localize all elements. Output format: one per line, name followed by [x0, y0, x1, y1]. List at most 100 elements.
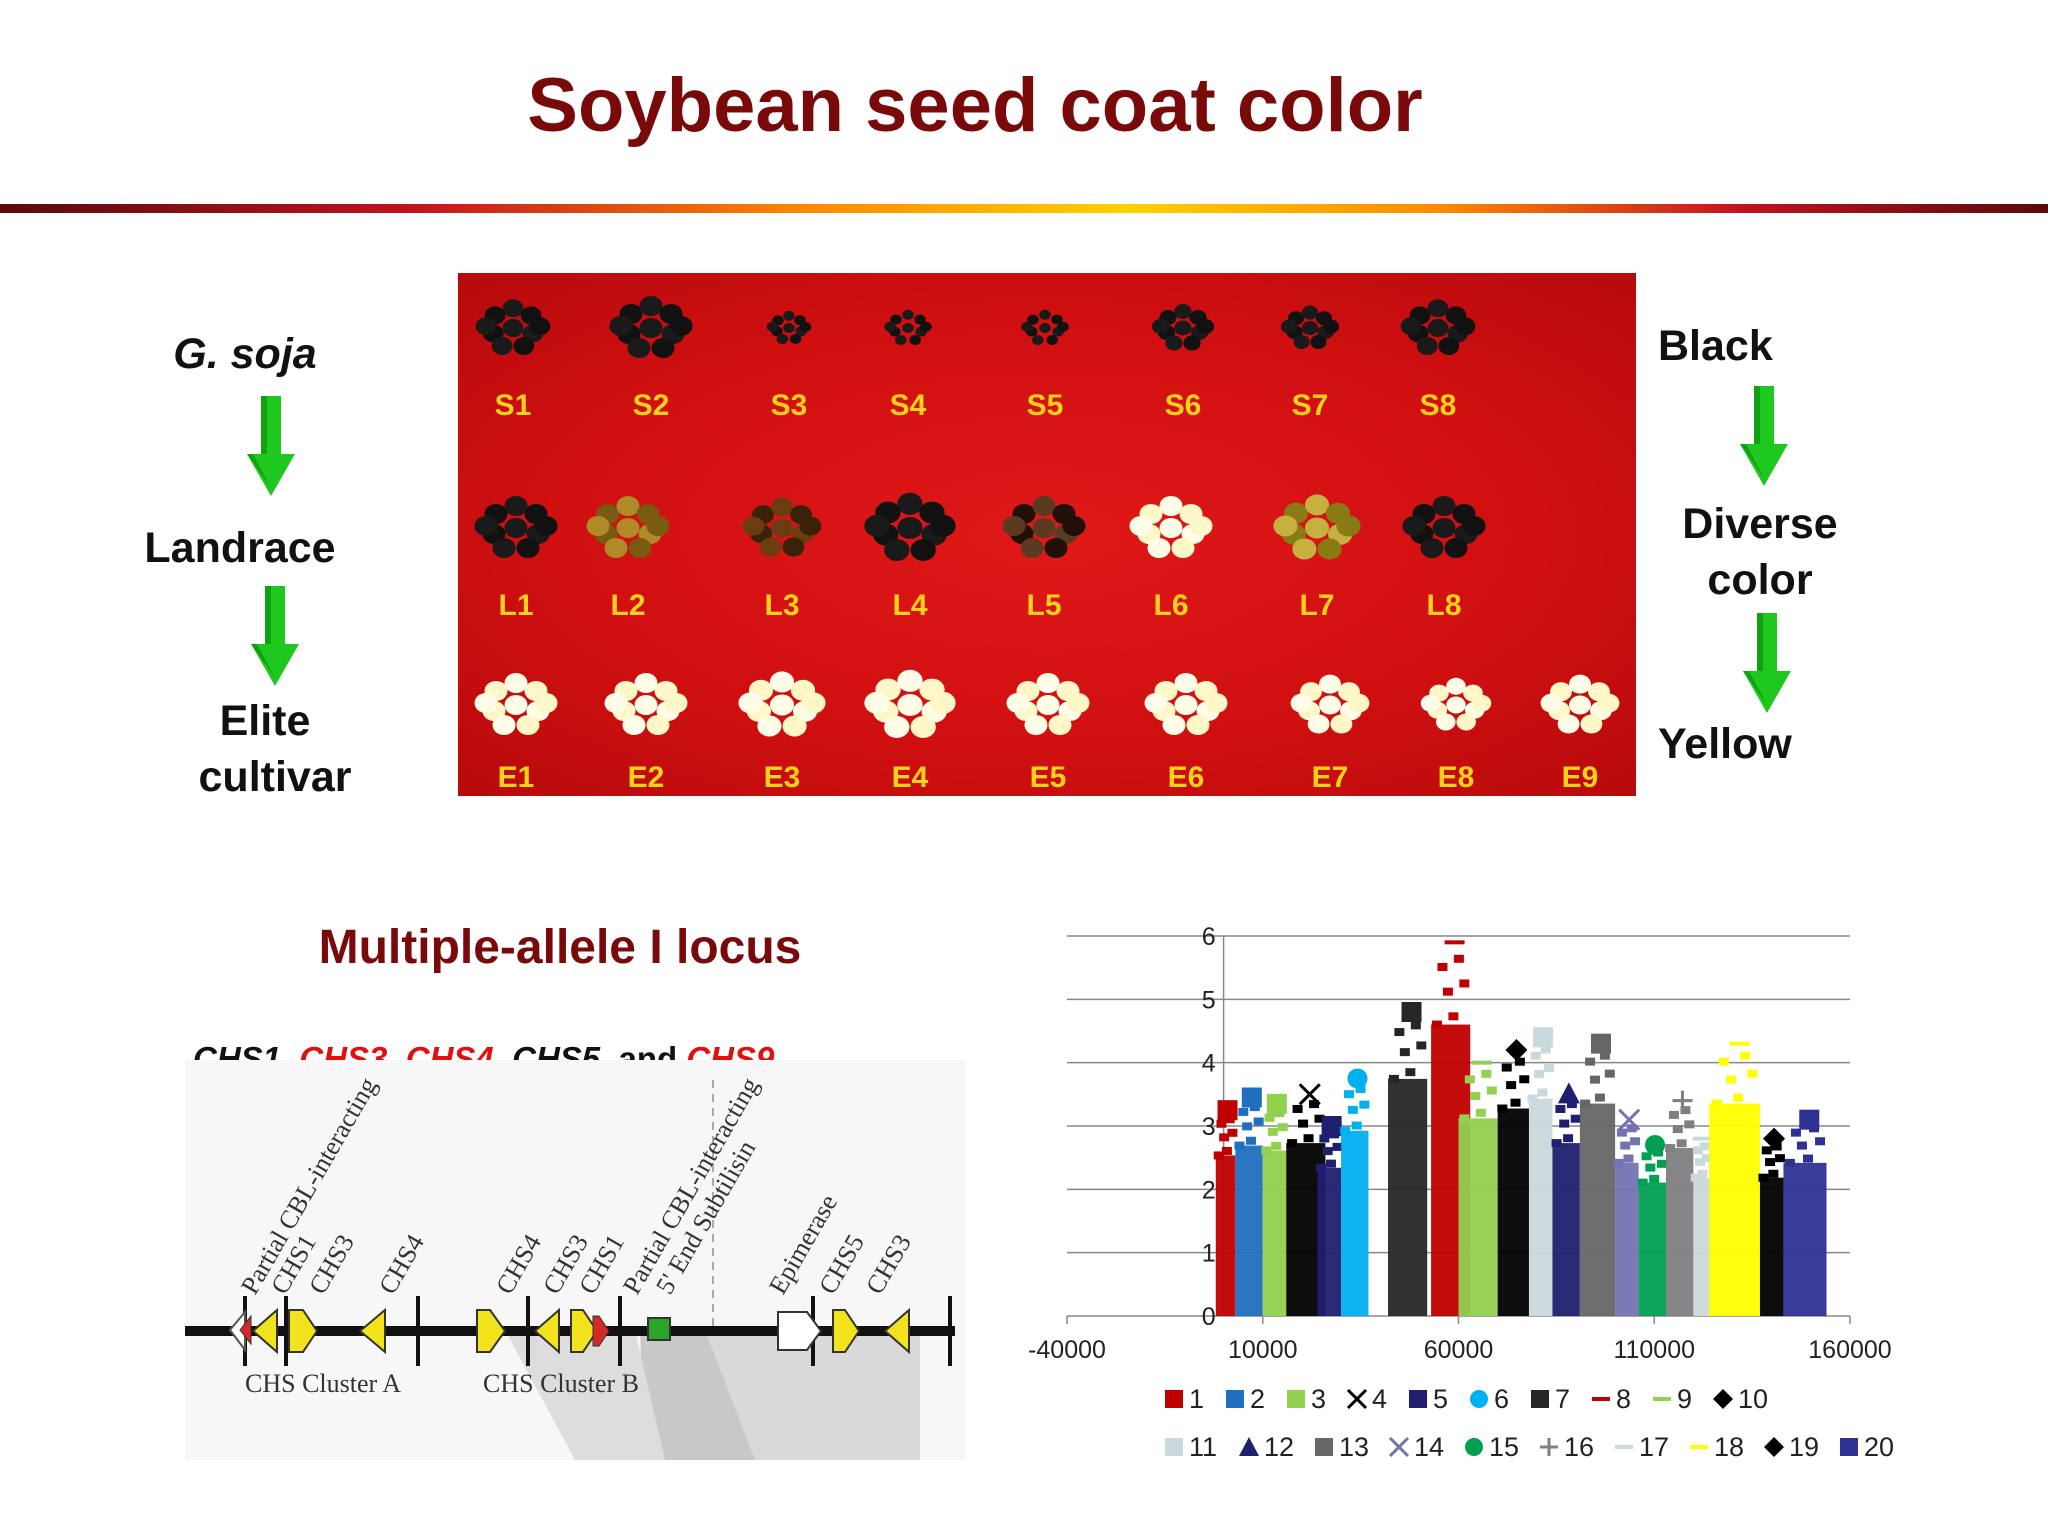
label-landrace: Landrace: [144, 524, 336, 572]
seed-cluster-e5: [1006, 673, 1090, 735]
y-tick-label: 0: [1202, 1303, 1216, 1331]
page-title: Soybean seed coat color: [527, 63, 1423, 148]
seed-label: L1: [498, 589, 534, 622]
series-12-peak: [1557, 1082, 1580, 1104]
series-15-point: [1649, 1174, 1660, 1183]
seed-label: L4: [892, 589, 928, 622]
series-11-point: [1537, 1088, 1548, 1097]
series-5-point: [1329, 1130, 1340, 1139]
seed-label: L5: [1026, 589, 1062, 622]
series-6-point: [1343, 1090, 1354, 1099]
series-7-point: [1388, 1074, 1399, 1083]
seed-label: S7: [1291, 389, 1329, 422]
series-13-point: [1585, 1057, 1596, 1066]
series-20-point: [1815, 1137, 1826, 1146]
legend-marker: [1653, 1397, 1671, 1401]
cluster-a-label: CHS Cluster A: [245, 1369, 401, 1398]
seed-cluster-l3: [742, 497, 822, 557]
series-14-point: [1623, 1154, 1634, 1163]
legend-label: 11: [1189, 1432, 1217, 1462]
series-18-points: [1709, 1103, 1760, 1316]
series-18-point: [1733, 1093, 1744, 1102]
series-12-point: [1559, 1119, 1570, 1128]
seed-cluster-e9: [1540, 674, 1620, 734]
series-1-point: [1227, 1128, 1238, 1137]
series-20-point: [1784, 1158, 1795, 1167]
series-11-points: [1528, 1098, 1553, 1316]
seed-cluster-s5: [1021, 309, 1069, 345]
legend-label: 6: [1494, 1384, 1509, 1414]
legend-marker: [1409, 1390, 1427, 1408]
series-15-point: [1637, 1178, 1648, 1187]
label-black: Black: [1658, 322, 1773, 370]
legend-marker: [1165, 1390, 1183, 1408]
seed-cluster-e1: [474, 673, 558, 735]
series-18-point: [1711, 1099, 1722, 1108]
series-13-point: [1590, 1075, 1601, 1084]
label-diverse: Diverse: [1682, 500, 1838, 548]
y-tick-label: 2: [1202, 1176, 1216, 1204]
series-17-point: [1695, 1158, 1706, 1167]
series-2-point: [1245, 1136, 1256, 1145]
series-11-point: [1534, 1070, 1545, 1079]
series-18-point: [1747, 1069, 1758, 1078]
series-9-point: [1475, 1108, 1486, 1117]
series-12-point: [1570, 1114, 1581, 1123]
legend-label: 16: [1564, 1432, 1594, 1462]
seed-cluster-l6: [1129, 496, 1213, 558]
down-arrow-icon: [1743, 613, 1791, 713]
seed-label: S1: [494, 389, 532, 422]
seed-cluster-e2: [604, 673, 688, 735]
series-17-point: [1697, 1169, 1708, 1178]
series-6-point: [1355, 1084, 1366, 1093]
seed-cluster-s8: [1400, 299, 1476, 355]
legend-label: 17: [1639, 1432, 1669, 1462]
legend-label: 10: [1738, 1384, 1768, 1414]
seed-label: E9: [1561, 761, 1599, 794]
x-tick-label: -40000: [1028, 1336, 1106, 1364]
series-16-point: [1676, 1139, 1687, 1148]
series-2-point: [1238, 1107, 1249, 1116]
series-1-points: [1215, 1155, 1236, 1316]
seed-label: S8: [1419, 389, 1457, 422]
series-16-point: [1665, 1144, 1676, 1153]
series-4-point: [1292, 1104, 1303, 1113]
series-14-point: [1626, 1124, 1637, 1133]
series-11-point: [1540, 1045, 1551, 1054]
series-1-peak: [1217, 1100, 1238, 1121]
seed-cluster-l4: [864, 492, 956, 561]
legend-marker: [1690, 1445, 1708, 1449]
series-4-point: [1287, 1139, 1298, 1148]
series-6-point: [1351, 1121, 1362, 1130]
series-10-point: [1510, 1098, 1521, 1107]
series-11-point: [1543, 1063, 1554, 1072]
series-11-point: [1527, 1094, 1538, 1103]
series-13-point: [1594, 1093, 1605, 1102]
series-14-point: [1620, 1141, 1631, 1150]
seed-label: S3: [770, 389, 808, 422]
seed-label: S4: [889, 389, 927, 422]
series-7-point: [1394, 1028, 1405, 1037]
series-17-point: [1699, 1142, 1710, 1151]
series-4-point: [1314, 1114, 1325, 1123]
series-14-point: [1630, 1137, 1641, 1146]
series-5-point: [1316, 1163, 1327, 1172]
series-16-points: [1665, 1148, 1694, 1316]
series-8-point: [1442, 987, 1453, 996]
seed-label: S2: [632, 389, 670, 422]
series-20-points: [1783, 1162, 1827, 1316]
seed-cluster-e7: [1290, 674, 1370, 734]
series-15-points: [1638, 1182, 1666, 1316]
legend-label: 15: [1489, 1432, 1519, 1462]
series-5-point: [1332, 1142, 1343, 1151]
series-13-peak: [1591, 1033, 1612, 1054]
series-15-point: [1653, 1148, 1664, 1157]
seed-label: L2: [610, 589, 646, 622]
series-20-point: [1790, 1128, 1801, 1137]
series-12-point: [1555, 1104, 1566, 1113]
chs-gene-diagram: Partial CBL-interacting CHS1 CHS3 CHS4 C…: [185, 1060, 965, 1460]
series-9-peak: [1471, 1060, 1492, 1065]
legend-marker: [1713, 1389, 1733, 1409]
series-18-peak: [1729, 1041, 1750, 1046]
